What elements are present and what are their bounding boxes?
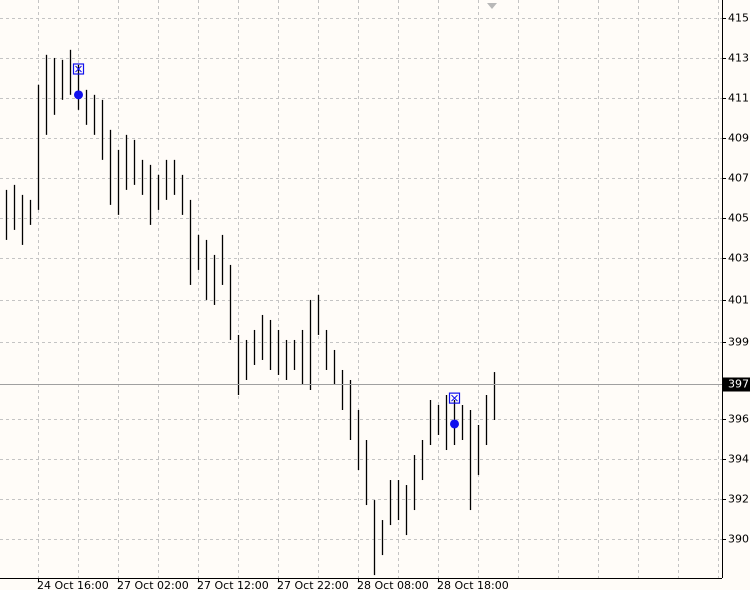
x-tick-label: 27 Oct 22:00 xyxy=(277,579,349,590)
y-tick-label: 413 xyxy=(728,52,749,65)
x-tick-label: 24 Oct 16:00 xyxy=(37,579,109,590)
x-tick-label: 28 Oct 08:00 xyxy=(357,579,429,590)
current-price-box xyxy=(723,377,750,392)
x-tick-label: 27 Oct 02:00 xyxy=(117,579,189,590)
y-tick-label: 405 xyxy=(728,212,749,225)
y-tick-label: 394 xyxy=(728,453,749,466)
trade-flag xyxy=(448,392,461,404)
y-tick-label: 396 xyxy=(728,413,749,426)
trade-point xyxy=(450,419,459,429)
y-tick-label: 407 xyxy=(728,172,749,185)
y-tick-label: 392 xyxy=(728,493,749,506)
trade-flag xyxy=(72,63,85,75)
y-tick-label: 415 xyxy=(728,12,749,25)
shift-marker xyxy=(487,3,497,9)
y-tick-label: 403 xyxy=(728,252,749,265)
current-price-label: 397 xyxy=(728,378,749,391)
y-tick-label: 411 xyxy=(728,92,749,105)
trade-flag-icon xyxy=(451,394,458,402)
y-tick-label: 401 xyxy=(728,294,749,307)
x-tick-label: 27 Oct 12:00 xyxy=(197,579,269,590)
trade-flag-icon xyxy=(75,65,82,73)
y-tick-label: 409 xyxy=(728,132,749,145)
y-tick-label: 390 xyxy=(728,533,749,546)
trade-point xyxy=(74,90,83,100)
x-tick-label: 28 Oct 18:00 xyxy=(437,579,509,590)
y-tick-label: 399 xyxy=(728,336,749,349)
